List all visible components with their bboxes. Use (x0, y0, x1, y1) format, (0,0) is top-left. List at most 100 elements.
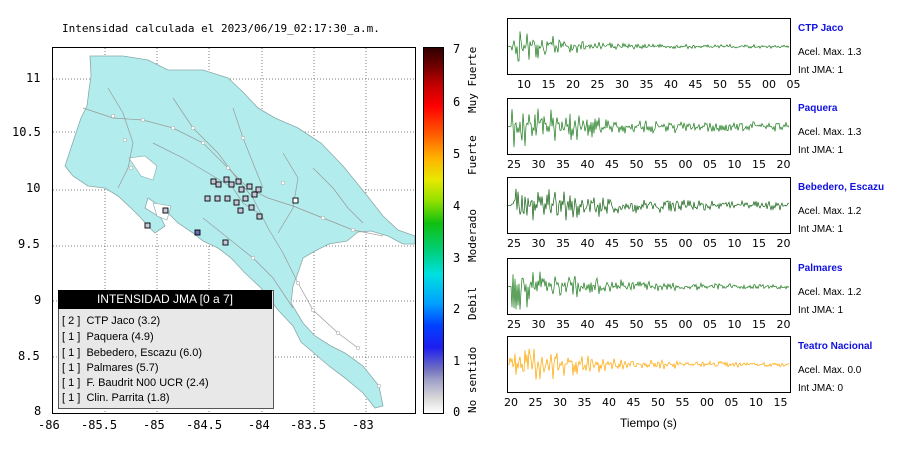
intensity-colorbar (423, 47, 444, 414)
colorbar-num-0: 0 (453, 405, 461, 419)
station-accel: Acel. Max. 1.3 (798, 127, 862, 138)
y-tick-8: 8 (34, 404, 42, 418)
station-name: Paquera (798, 103, 838, 114)
trace-tick-label: 45 (626, 396, 641, 409)
trace-tick-row: 25 30 35 40 45 50 55 00 05 10 15 20 (507, 237, 797, 251)
trace-tick-label: 05 (786, 78, 801, 91)
waveform-svg (508, 31, 790, 62)
waveform-panel[interactable] (507, 177, 791, 234)
map-title: Intensidad calculada el 2023/06/19_02:17… (62, 22, 380, 35)
trace-tick-label: 15 (752, 237, 766, 250)
town-markers (110, 113, 382, 389)
trace-tick-label: 00 (700, 396, 714, 409)
trace-tick-label: 10 (517, 78, 531, 91)
colorbar-num-3: 3 (453, 251, 461, 265)
trace-tick-label: 50 (629, 237, 644, 250)
y-tick-10: 10 (26, 181, 41, 195)
colorbar-label-no-sentido: No sentido (466, 346, 479, 413)
legend-row: [ 1 ] Palmares (5.7) (62, 362, 159, 374)
trace-tick-label: 20 (504, 396, 518, 409)
station-jma: Int JMA: 1 (798, 305, 844, 316)
station-name: Teatro Nacional (798, 341, 873, 352)
colorbar-label-fuerte: Fuerte (466, 135, 479, 175)
legend-row: [ 1 ] Clin. Parrita (1.8) (62, 392, 170, 404)
time-axis-label: Tiempo (s) (620, 416, 677, 430)
y-tick-9: 9 (34, 293, 42, 307)
trace-tick-label: 30 (531, 158, 546, 171)
trace-tick-label: 40 (602, 396, 616, 409)
trace-tick-label: 45 (605, 237, 619, 250)
legend-row: [ 1 ] Bebedero, Escazu (6.0) (62, 347, 203, 359)
trace-tick-label: 50 (713, 78, 727, 91)
x-tick-neg85-5: -85.5 (81, 418, 118, 432)
station-jma: Int JMA: 1 (798, 145, 844, 156)
intensity-legend (58, 290, 274, 409)
colorbar-num-4: 4 (453, 199, 461, 213)
station-accel: Acel. Max. 1.3 (798, 47, 862, 58)
trace-tick-label: 10 (727, 318, 742, 331)
trace-tick-label: 20 (566, 78, 580, 91)
trace-tick-label: 00 (762, 78, 776, 91)
waveform-line (508, 348, 790, 380)
trace-tick-label: 45 (605, 318, 619, 331)
trace-tick-label: 55 (654, 158, 668, 171)
trace-tick-label: 25 (528, 396, 543, 409)
trace-tick-label: 55 (675, 396, 690, 409)
trace-tick-label: 35 (556, 237, 570, 250)
station-accel: Acel. Max. 0.0 (798, 365, 862, 376)
trace-tick-row: 25 30 35 40 45 50 55 00 05 10 15 20 (507, 318, 797, 332)
trace-tick-label: 50 (629, 158, 644, 171)
trace-tick-label: 15 (752, 318, 766, 331)
waveform-svg (508, 271, 790, 310)
trace-tick-label: 55 (737, 78, 752, 91)
waveform-panel[interactable] (507, 98, 791, 155)
trace-tick-label: 05 (703, 158, 717, 171)
y-tick-9-5: 9.5 (18, 237, 40, 251)
station-markers (144, 176, 299, 246)
trace-tick-label: 25 (507, 237, 521, 250)
waveform-panel[interactable] (507, 258, 791, 315)
x-tick-neg84-5: -84.5 (186, 418, 223, 432)
trace-tick-label: 30 (553, 396, 567, 409)
colorbar-num-5: 5 (453, 147, 461, 161)
waveform-line (508, 188, 789, 221)
trace-tick-row: 20 25 30 35 40 45 50 55 00 05 10 15 (504, 396, 797, 410)
legend-header: INTENSIDAD JMA [0 a 7] (58, 290, 272, 309)
trace-tick-label: 25 (507, 158, 521, 171)
waveform-svg (508, 108, 790, 148)
bay-shape (152, 202, 172, 221)
waveform-panel[interactable] (507, 336, 791, 393)
trace-tick-label: 20 (776, 318, 791, 331)
trace-tick-label: 20 (776, 237, 791, 250)
station-accel: Acel. Max. 1.2 (798, 206, 862, 217)
x-tick-neg86: -86 (38, 418, 60, 432)
colorbar-num-1: 1 (453, 354, 461, 368)
trace-tick-label: 35 (556, 318, 570, 331)
trace-tick-label: 55 (654, 237, 668, 250)
station-name: CTP Jaco (798, 23, 844, 34)
waveform-line (508, 271, 790, 310)
trace-tick-label: 40 (580, 158, 595, 171)
colorbar-label-moderado: Moderado (466, 209, 479, 262)
trace-tick-label: 50 (651, 396, 665, 409)
station-jma: Int JMA: 1 (798, 65, 844, 76)
trace-tick-label: 00 (678, 318, 693, 331)
trace-tick-label: 15 (541, 78, 556, 91)
trace-tick-label: 10 (727, 158, 742, 171)
trace-tick-label: 45 (688, 78, 703, 91)
waveform-panel[interactable] (507, 18, 791, 75)
trace-tick-label: 10 (727, 237, 742, 250)
trace-tick-row: 25 30 35 40 45 50 55 00 05 10 15 20 (507, 158, 797, 172)
trace-tick-row: 10 15 20 25 30 35 40 45 50 55 00 05 (507, 78, 801, 92)
trace-tick-label: 15 (773, 396, 788, 409)
trace-tick-label: 30 (615, 78, 629, 91)
legend-row: [ 1 ] F. Baudrit N00 UCR (2.4) (62, 377, 209, 389)
trace-tick-label: 25 (590, 78, 605, 91)
trace-tick-label: 25 (507, 318, 521, 331)
trace-tick-label: 05 (703, 237, 717, 250)
trace-tick-label: 35 (556, 158, 570, 171)
trace-tick-label: 55 (654, 318, 668, 331)
station-jma: Int JMA: 0 (798, 383, 844, 394)
trace-tick-label: 05 (724, 396, 739, 409)
y-tick-11: 11 (26, 71, 41, 85)
